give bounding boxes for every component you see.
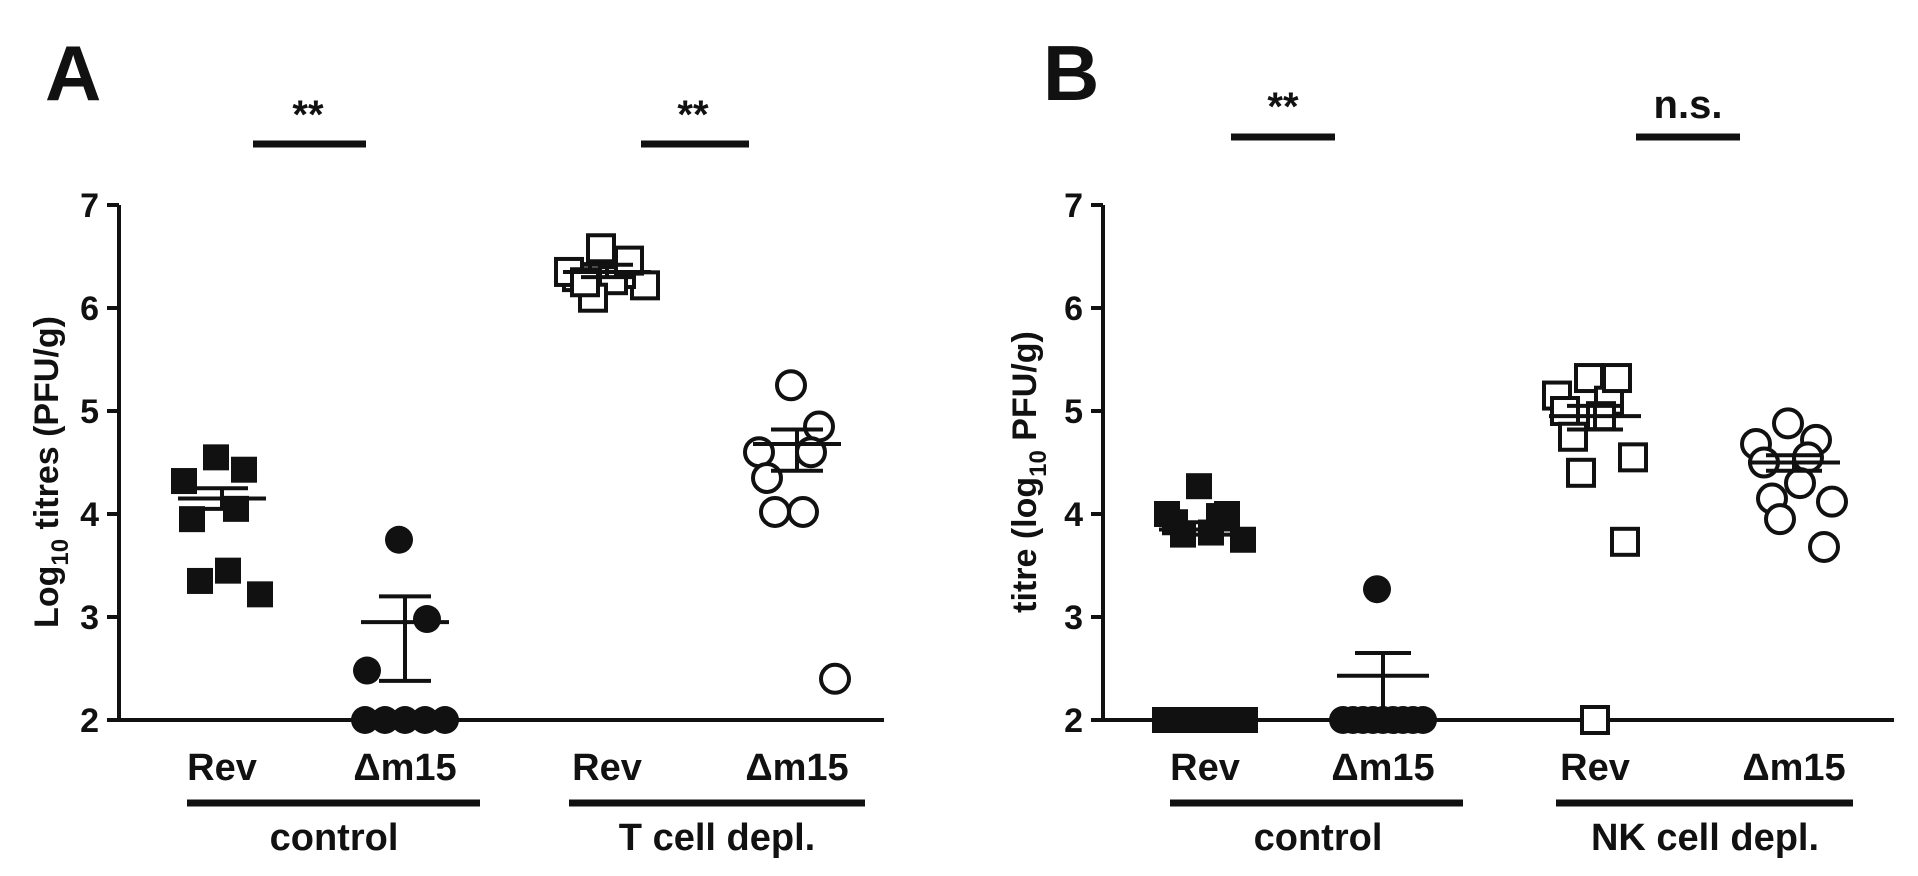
data-point-a-3-4 <box>751 461 783 494</box>
data-point-a-3-0 <box>775 369 807 402</box>
y-tick-label-a-7: 7 <box>80 187 99 225</box>
y-tick-label-b-6: 6 <box>1064 290 1083 328</box>
data-point-b-1-9 <box>1409 706 1437 734</box>
y-tick-label-a-3: 3 <box>80 599 99 637</box>
data-point-b-0-4 <box>1206 503 1232 530</box>
data-point-b-2-9 <box>1610 526 1640 557</box>
data-point-a-0-2 <box>231 456 257 483</box>
panel-letter-b: B <box>1043 29 1099 117</box>
y-tick-label-b-4: 4 <box>1064 496 1083 534</box>
data-point-a-1-7 <box>431 706 459 734</box>
y-tick-label-b-5: 5 <box>1064 393 1083 431</box>
data-point-b-3-7 <box>1816 485 1848 518</box>
data-point-b-3-5 <box>1784 467 1816 500</box>
series-b-0 <box>1152 473 1258 733</box>
series-a-0 <box>171 444 273 608</box>
category-label-a-dm15-tcell: Δm15 <box>745 747 848 789</box>
data-point-a-1-6 <box>411 706 439 734</box>
y-tick-label-a-2: 2 <box>80 702 99 740</box>
data-point-a-3-7 <box>819 662 851 695</box>
y-tick-label-b-3: 3 <box>1064 599 1083 637</box>
data-point-a-1-0 <box>385 525 413 554</box>
data-point-b-2-6 <box>1618 442 1648 473</box>
y-tick-label-a-4: 4 <box>80 496 99 534</box>
data-point-b-2-10 <box>1580 705 1610 735</box>
series-a-2 <box>554 233 660 313</box>
data-point-b-3-0 <box>1772 407 1804 440</box>
group-label-a-tcell: T cell depl. <box>619 817 815 859</box>
data-point-b-2-4 <box>1550 396 1580 426</box>
data-point-b-3-8 <box>1764 503 1796 536</box>
y-axis-label-a: Log10 titres (PFU/g) <box>28 316 74 628</box>
category-label-b-dm15-control: Δm15 <box>1331 747 1434 789</box>
data-point-a-0-6 <box>247 581 273 608</box>
category-label-a-rev-tcell: Rev <box>572 747 642 789</box>
category-label-b-rev-control: Rev <box>1170 747 1240 789</box>
series-b-1 <box>1329 575 1437 734</box>
y-tick-label-a-5: 5 <box>80 393 99 431</box>
data-point-a-0-4 <box>215 557 241 584</box>
data-point-a-3-5 <box>787 495 819 528</box>
data-marks-a <box>171 233 851 734</box>
y-axis-label-b: titre (log10 PFU/g) <box>1006 331 1052 613</box>
data-point-a-0-0 <box>203 444 229 471</box>
data-point-b-3-9 <box>1808 530 1840 563</box>
series-b-3 <box>1740 407 1848 563</box>
data-point-b-0-0 <box>1186 473 1212 500</box>
y-tick-label-b-2: 2 <box>1064 702 1083 740</box>
significance-label-a-tcell: ** <box>677 93 709 137</box>
data-point-b-1-0 <box>1363 575 1391 604</box>
significance-label-b-control: ** <box>1267 85 1299 129</box>
data-point-a-2-0 <box>630 270 660 301</box>
data-point-a-0-5 <box>187 567 213 594</box>
data-point-b-2-8 <box>1602 363 1632 394</box>
category-label-b-dm15-nkcell: Δm15 <box>1742 747 1845 789</box>
series-a-3 <box>743 369 851 695</box>
y-tick-label-a-6: 6 <box>80 290 99 328</box>
data-point-a-0-1 <box>171 468 197 495</box>
significance-label-a-control: ** <box>292 93 324 137</box>
data-point-b-3-4 <box>1792 441 1824 474</box>
data-marks-b <box>1152 363 1848 735</box>
data-point-a-1-2 <box>353 656 381 685</box>
group-label-b-nkcell: NK cell depl. <box>1591 817 1819 859</box>
data-point-a-3-1 <box>803 410 835 443</box>
data-point-a-2-5 <box>614 245 644 276</box>
data-point-a-3-6 <box>759 495 791 528</box>
data-point-a-1-5 <box>391 706 419 734</box>
category-label-b-rev-nkcell: Rev <box>1560 747 1630 789</box>
data-point-a-1-1 <box>413 605 441 634</box>
series-b-2 <box>1542 363 1648 735</box>
category-label-a-dm15-control: Δm15 <box>353 747 456 789</box>
panel-b: B ** n.s. titre (log10 PFU/g) 2 3 4 5 6 7 Rev… <box>1006 29 1894 859</box>
y-tick-label-b-7: 7 <box>1064 187 1083 225</box>
data-point-a-1-4 <box>371 706 399 734</box>
series-a-1 <box>351 525 459 734</box>
panel-letter-a: A <box>45 29 101 117</box>
data-point-a-1-3 <box>351 706 379 734</box>
y-ticks-b: 2 3 4 5 6 7 <box>1064 187 1103 740</box>
group-label-a-control: control <box>270 817 399 859</box>
group-label-b-control: control <box>1254 817 1383 859</box>
category-label-a-rev-control: Rev <box>187 747 257 789</box>
y-ticks-a: 2 3 4 5 6 7 <box>80 187 119 740</box>
data-point-b-0-12 <box>1232 707 1258 733</box>
significance-label-b-nkcell: n.s. <box>1654 83 1723 127</box>
data-point-b-2-7 <box>1566 457 1596 488</box>
data-point-a-2-6 <box>586 233 616 264</box>
